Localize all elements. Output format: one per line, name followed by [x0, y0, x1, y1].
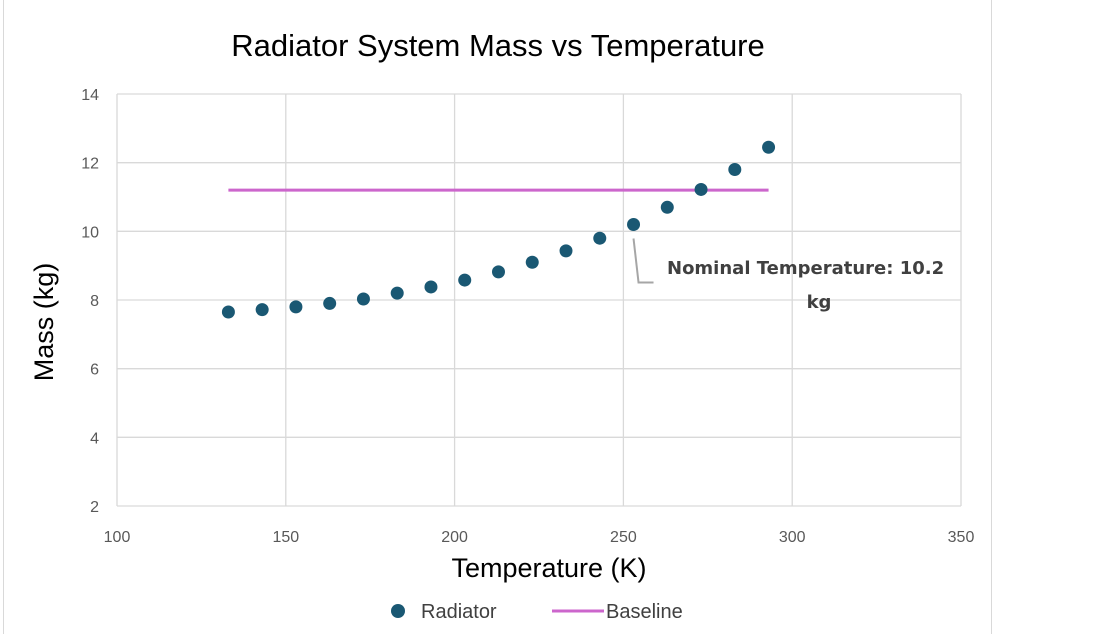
- y-tick-label: 8: [90, 293, 99, 310]
- y-axis-title: Mass (kg): [29, 263, 59, 382]
- radiator-point: [424, 280, 438, 294]
- y-tick-label: 14: [81, 87, 99, 104]
- x-tick-label: 250: [610, 529, 637, 546]
- radiator-point: [593, 231, 607, 245]
- y-tick-label: 4: [90, 430, 99, 447]
- radiator-point: [525, 255, 539, 269]
- radiator-series: [221, 140, 776, 319]
- radiator-point: [255, 303, 269, 317]
- legend-label-baseline: Baseline: [606, 601, 683, 623]
- annotation-leader-line: [632, 238, 654, 284]
- radiator-point: [221, 305, 235, 319]
- radiator-point: [660, 200, 674, 214]
- radiator-point: [559, 244, 573, 258]
- y-tick-label: 2: [90, 499, 99, 516]
- chart-title: Radiator System Mass vs Temperature: [231, 28, 765, 63]
- radiator-point: [356, 292, 370, 306]
- radiator-point: [728, 163, 742, 177]
- annotation-label-line2: kg: [807, 292, 832, 313]
- x-tick-label: 150: [272, 529, 299, 546]
- radiator-point: [627, 217, 641, 231]
- legend: Radiator Baseline: [391, 601, 683, 623]
- radiator-point: [289, 300, 303, 314]
- x-tick-label: 300: [779, 529, 806, 546]
- radiator-point: [390, 286, 404, 300]
- radiator-point: [694, 182, 708, 196]
- radiator-point: [458, 273, 472, 287]
- x-tick-label: 350: [948, 529, 975, 546]
- annotation-leader: [632, 238, 654, 284]
- x-tick-label: 200: [441, 529, 468, 546]
- tick-labels: 2 4 6 8 10 12 14 100 150 200 250 300 350: [81, 87, 974, 546]
- chart-svg: Radiator System Mass vs Temperature 2 4 6 8…: [29, 28, 974, 623]
- radiator-point: [491, 265, 505, 279]
- annotation-label-line1: Nominal Temperature: 10.2: [667, 258, 944, 279]
- y-tick-label: 12: [81, 156, 99, 173]
- legend-marker-radiator: [391, 604, 405, 618]
- x-axis-title: Temperature (K): [451, 553, 646, 583]
- radiator-point: [323, 296, 337, 310]
- x-tick-label: 100: [104, 529, 131, 546]
- radiator-point: [762, 140, 776, 154]
- y-tick-label: 10: [81, 224, 99, 241]
- chart-frame: Radiator System Mass vs Temperature 2 4 6 8…: [3, 0, 992, 634]
- gridlines: [116, 93, 962, 507]
- y-tick-label: 6: [90, 362, 99, 379]
- legend-label-radiator: Radiator: [421, 601, 497, 623]
